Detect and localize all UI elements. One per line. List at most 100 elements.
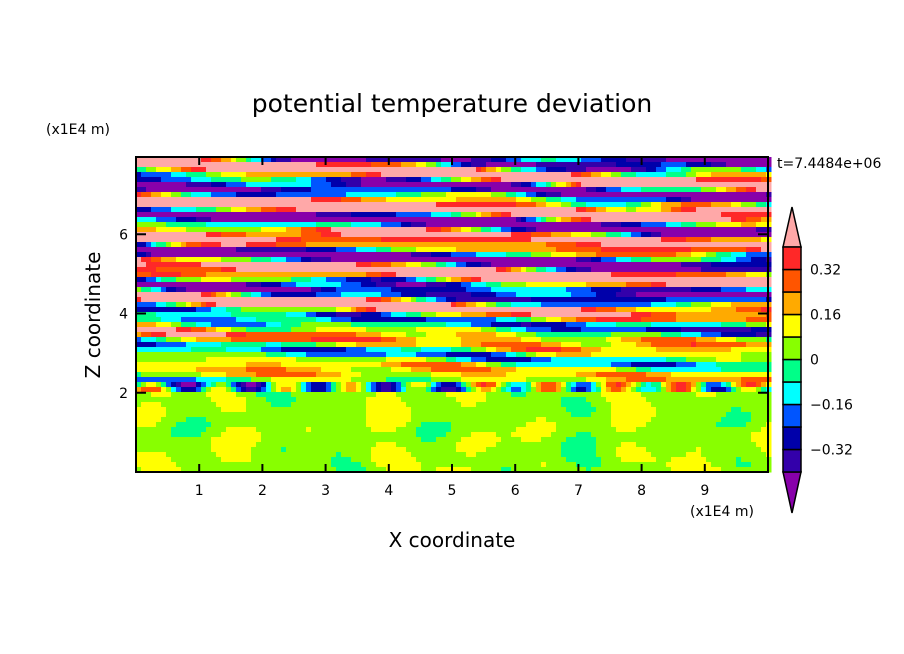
contour-cell [201, 192, 207, 198]
contour-cell [751, 212, 757, 218]
contour-cell [586, 292, 592, 298]
contour-cell [206, 347, 212, 353]
contour-cell [696, 267, 702, 273]
contour-cell [661, 207, 667, 213]
contour-cell [241, 317, 247, 323]
contour-cell [401, 287, 407, 293]
contour-cell [346, 277, 352, 283]
contour-cell [571, 242, 577, 248]
contour-cell [551, 197, 557, 203]
contour-cell [661, 327, 667, 333]
contour-cell [506, 217, 512, 223]
contour-cell [626, 222, 632, 228]
contour-cell [176, 187, 182, 193]
contour-cell [461, 277, 467, 283]
contour-cell [601, 172, 607, 178]
contour-cell [261, 277, 267, 283]
contour-cell [746, 217, 752, 223]
contour-cell [146, 302, 152, 308]
contour-cell [736, 297, 742, 303]
contour-cell [566, 322, 572, 328]
contour-cell [326, 232, 332, 238]
contour-cell [651, 342, 657, 348]
contour-cell [271, 342, 277, 348]
contour-cell [431, 167, 437, 173]
contour-cell [221, 332, 227, 338]
contour-cell [356, 262, 362, 268]
contour-cell [341, 232, 347, 238]
contour-cell [751, 252, 757, 258]
contour-cell [196, 317, 202, 323]
contour-cell [606, 277, 612, 283]
contour-cell [631, 182, 637, 188]
contour-cell [506, 202, 512, 208]
contour-cell [491, 202, 497, 208]
contour-cell [221, 212, 227, 218]
contour-cell [421, 332, 427, 338]
contour-cell [186, 177, 192, 183]
contour-cell [256, 172, 262, 178]
contour-cell [451, 227, 457, 233]
contour-cell [436, 272, 442, 278]
contour-cell [296, 337, 302, 343]
contour-cell [226, 182, 232, 188]
contour-cell [251, 332, 257, 338]
contour-cell [216, 292, 222, 298]
contour-cell [556, 307, 562, 313]
contour-cell [211, 162, 217, 168]
contour-cell [181, 297, 187, 303]
contour-cell [481, 217, 487, 223]
contour-cell [681, 172, 687, 178]
contour-cell [261, 202, 267, 208]
contour-cell [371, 302, 377, 308]
contour-cell [521, 297, 527, 303]
contour-cell [711, 232, 717, 238]
contour-cell [446, 177, 452, 183]
contour-cell [261, 312, 267, 318]
contour-cell [196, 352, 202, 358]
contour-cell [151, 297, 157, 303]
contour-cell [571, 162, 577, 168]
contour-cell [271, 317, 277, 323]
contour-cell [286, 227, 292, 233]
contour-cell [176, 247, 182, 253]
contour-cell [141, 177, 147, 183]
contour-cell [211, 227, 217, 233]
contour-cell [761, 307, 767, 313]
contour-cell [271, 207, 277, 213]
contour-cell [376, 317, 382, 323]
contour-cell [266, 257, 272, 263]
contour-cell [621, 292, 627, 298]
contour-cell [601, 287, 607, 293]
contour-cell [681, 177, 687, 183]
contour-cell [226, 232, 232, 238]
contour-cell [616, 217, 622, 223]
contour-cell [271, 262, 277, 268]
contour-cell [331, 182, 337, 188]
contour-cell [536, 267, 542, 273]
contour-cell [201, 267, 207, 273]
contour-cell [551, 252, 557, 258]
contour-cell [391, 272, 397, 278]
contour-cell [301, 347, 307, 353]
contour-cell [201, 252, 207, 258]
contour-cell [166, 192, 172, 198]
contour-cell [561, 242, 567, 248]
contour-cell [751, 272, 757, 278]
contour-cell [711, 282, 717, 288]
contour-cell [726, 197, 732, 203]
contour-cell [626, 182, 632, 188]
contour-cell [571, 222, 577, 228]
contour-cell [396, 242, 402, 248]
contour-cell [441, 312, 447, 318]
contour-cell [721, 327, 727, 333]
contour-cell [336, 272, 342, 278]
contour-cell [416, 227, 422, 233]
contour-cell [486, 332, 492, 338]
contour-cell [471, 162, 477, 168]
contour-cell [416, 287, 422, 293]
contour-cell [156, 262, 162, 268]
contour-cell [351, 257, 357, 263]
contour-cell [646, 272, 652, 278]
contour-cell [226, 207, 232, 213]
